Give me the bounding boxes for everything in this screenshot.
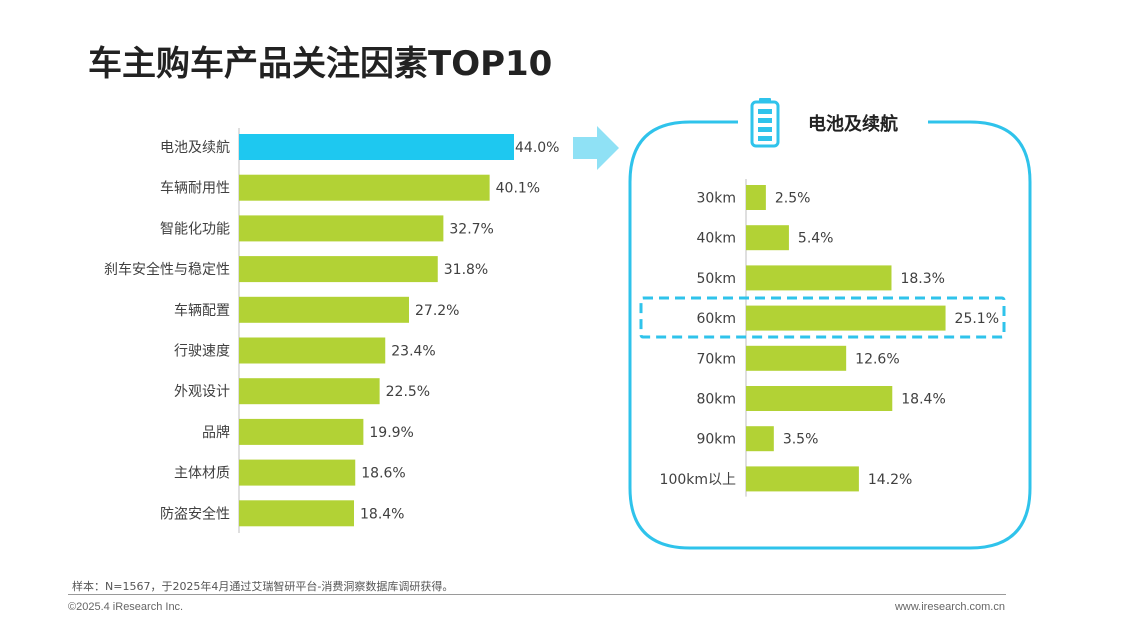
main-category-label: 品牌 xyxy=(202,424,230,441)
detail-value-label: 14.2% xyxy=(868,472,912,488)
detail-category-label: 70km xyxy=(696,351,736,367)
main-category-label: 电池及续航 xyxy=(160,139,230,156)
detail-bar xyxy=(746,185,766,210)
detail-value-label: 18.3% xyxy=(900,271,944,287)
main-category-label: 车辆配置 xyxy=(174,302,230,319)
main-bar xyxy=(239,296,409,323)
detail-range-chart: 30km 2.5% 40km 5.4% 50km 18.3% 60km 25.1% 70km 12… xyxy=(660,179,999,497)
main-value-label: 44.0% xyxy=(515,140,559,156)
main-value-label: 23.4% xyxy=(391,344,435,360)
main-value-label: 19.9% xyxy=(369,425,413,441)
detail-category-label: 50km xyxy=(696,271,736,287)
detail-bar xyxy=(746,265,892,291)
main-value-label: 18.6% xyxy=(361,466,405,482)
detail-category-label: 40km xyxy=(696,231,736,247)
main-value-label: 32.7% xyxy=(449,221,493,237)
arrow-icon xyxy=(573,126,619,170)
page-title: 车主购车产品关注因素TOP10 xyxy=(88,44,553,84)
main-category-label: 外观设计 xyxy=(174,384,230,400)
detail-category-label: 30km xyxy=(696,191,736,207)
detail-category-label: 90km xyxy=(696,432,736,448)
sample-note: 样本：N=1567，于2025年4月通过艾瑞智研平台-消费洞察数据库调研获得。 xyxy=(72,580,454,593)
main-bar xyxy=(239,500,354,527)
website-link[interactable]: www.iresearch.com.cn xyxy=(894,601,1005,613)
main-bar xyxy=(239,174,490,201)
main-bar xyxy=(239,337,386,364)
detail-bar xyxy=(746,466,859,492)
main-category-label: 主体材质 xyxy=(174,466,230,482)
detail-value-label: 3.5% xyxy=(783,432,819,448)
detail-value-label: 25.1% xyxy=(955,311,999,327)
main-factor-chart: 电池及续航 44.0% 车辆耐用性 40.1% 智能化功能 32.7% 刹车安全性与稳定性 3… xyxy=(104,128,559,533)
main-category-label: 车辆耐用性 xyxy=(160,180,230,197)
detail-value-label: 5.4% xyxy=(798,231,834,247)
detail-value-label: 18.4% xyxy=(901,392,945,408)
detail-bar xyxy=(746,426,774,452)
main-value-label: 31.8% xyxy=(444,262,488,278)
main-category-label: 防盗安全性 xyxy=(160,505,230,522)
main-category-label: 行驶速度 xyxy=(174,344,230,360)
detail-bar xyxy=(746,305,946,331)
main-value-label: 40.1% xyxy=(496,181,540,197)
main-bar xyxy=(239,215,444,242)
detail-panel-title: 电池及续航 xyxy=(808,113,898,135)
detail-value-label: 2.5% xyxy=(775,191,811,207)
main-value-label: 18.4% xyxy=(360,506,404,522)
main-value-label: 22.5% xyxy=(386,384,430,400)
main-bar xyxy=(239,459,356,486)
detail-bar xyxy=(746,345,847,371)
battery-icon xyxy=(750,98,780,148)
highlight-dashed-box xyxy=(639,296,1006,339)
detail-value-label: 12.6% xyxy=(855,351,899,367)
main-category-label: 刹车安全性与稳定性 xyxy=(104,261,230,278)
detail-bar xyxy=(746,225,789,251)
detail-panel-frame xyxy=(628,120,1032,550)
detail-category-label: 60km xyxy=(696,311,736,327)
main-category-label: 智能化功能 xyxy=(160,221,230,237)
main-bar xyxy=(239,378,380,405)
copyright-text: ©2025.4 iResearch Inc. xyxy=(68,601,184,613)
main-bar xyxy=(239,134,514,160)
main-bar xyxy=(239,256,438,283)
detail-category-label: 80km xyxy=(696,392,736,408)
main-value-label: 27.2% xyxy=(415,303,459,319)
footer-divider xyxy=(68,594,1006,595)
main-bar xyxy=(239,418,364,445)
detail-bar xyxy=(746,386,893,411)
detail-category-label: 100km以上 xyxy=(660,472,736,488)
